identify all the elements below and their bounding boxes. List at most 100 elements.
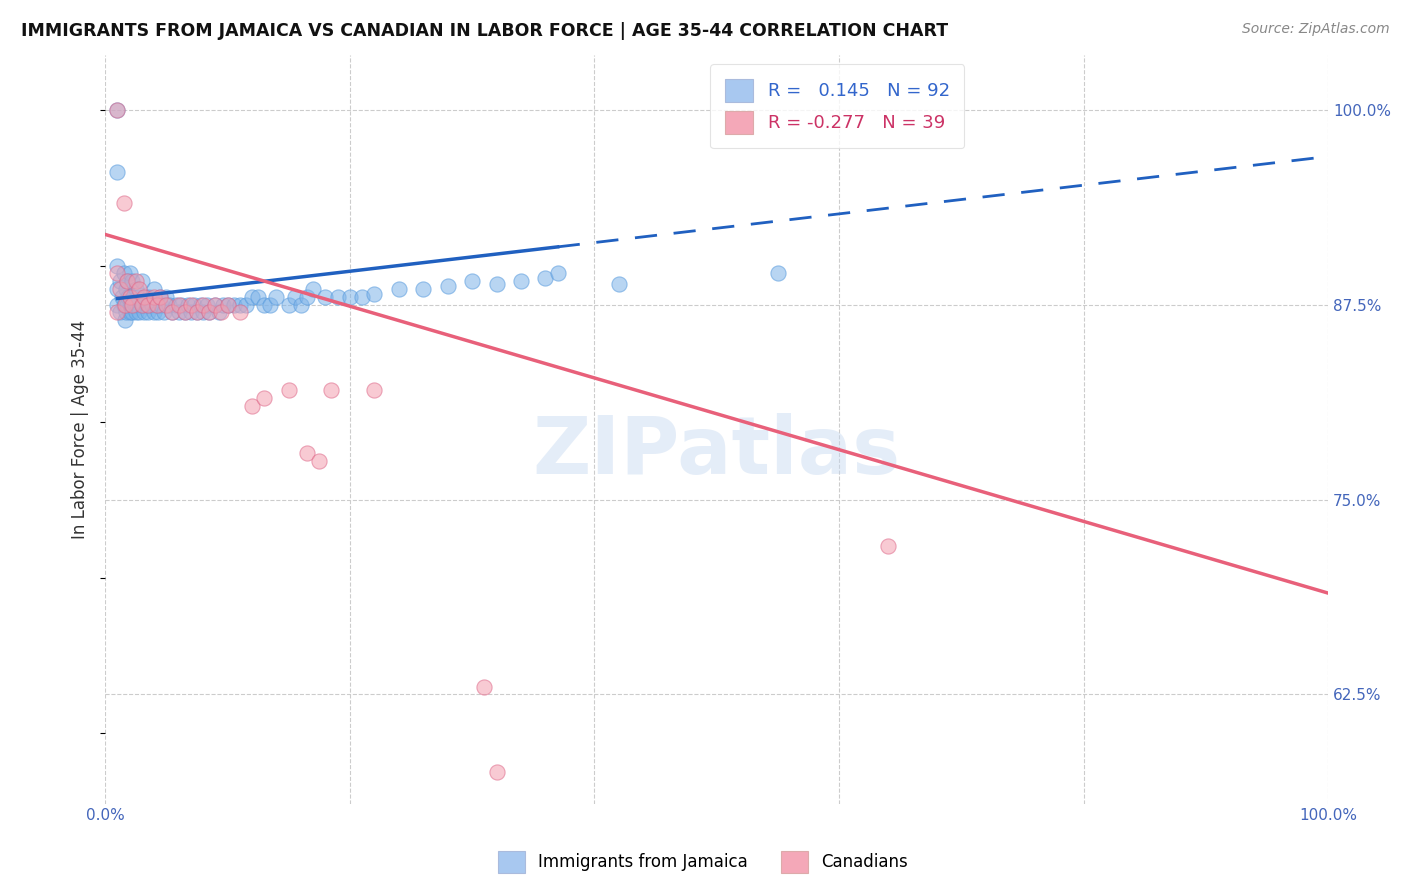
Point <box>461 274 484 288</box>
Point <box>388 282 411 296</box>
Point <box>115 274 138 288</box>
Point <box>134 290 156 304</box>
Point <box>128 282 150 296</box>
Point <box>485 277 508 292</box>
Point <box>125 298 148 312</box>
Point <box>295 446 318 460</box>
Point <box>146 305 169 319</box>
Point <box>247 290 270 304</box>
Point <box>107 305 129 319</box>
Point <box>108 274 131 288</box>
Point <box>217 298 239 312</box>
Point <box>125 282 148 296</box>
Point <box>308 453 330 467</box>
Point <box>115 298 138 312</box>
Point <box>302 282 325 296</box>
Point <box>118 290 141 304</box>
Point <box>135 298 157 312</box>
Point <box>186 305 208 319</box>
Point <box>162 305 184 319</box>
Point <box>162 305 184 319</box>
Point <box>198 305 221 319</box>
Point <box>547 267 569 281</box>
Point <box>124 298 146 312</box>
Point <box>173 305 195 319</box>
Point <box>107 103 129 117</box>
Point <box>412 282 434 296</box>
Point <box>284 290 307 304</box>
Point <box>149 290 172 304</box>
Point <box>277 384 299 398</box>
Point <box>120 298 142 312</box>
Point <box>157 298 180 312</box>
Point <box>135 290 157 304</box>
Point <box>363 384 385 398</box>
Point <box>326 290 349 304</box>
Point <box>240 399 263 413</box>
Text: IMMIGRANTS FROM JAMAICA VS CANADIAN IN LABOR FORCE | AGE 35-44 CORRELATION CHART: IMMIGRANTS FROM JAMAICA VS CANADIAN IN L… <box>21 22 948 40</box>
Point <box>217 298 239 312</box>
Point <box>128 305 150 319</box>
Point <box>186 305 208 319</box>
Point <box>107 298 129 312</box>
Point <box>229 305 252 319</box>
Point <box>112 196 135 211</box>
Point <box>363 286 385 301</box>
Point <box>115 282 138 296</box>
Point <box>131 298 153 312</box>
Point <box>112 298 135 312</box>
Point <box>114 313 136 327</box>
Point <box>339 290 361 304</box>
Point <box>191 298 214 312</box>
Point <box>290 298 312 312</box>
Point <box>155 290 177 304</box>
Point <box>876 539 898 553</box>
Point <box>131 274 153 288</box>
Point <box>107 282 129 296</box>
Point <box>118 305 141 319</box>
Point <box>170 298 193 312</box>
Point <box>211 298 233 312</box>
Point <box>107 259 129 273</box>
Point <box>121 305 143 319</box>
Point <box>125 274 148 288</box>
Point <box>321 384 343 398</box>
Point <box>149 290 172 304</box>
Point <box>115 305 138 319</box>
Point <box>510 274 533 288</box>
Point <box>121 298 143 312</box>
Point <box>222 298 245 312</box>
Point <box>108 282 131 296</box>
Point <box>259 298 281 312</box>
Legend: Immigrants from Jamaica, Canadians: Immigrants from Jamaica, Canadians <box>492 845 914 880</box>
Point <box>534 271 557 285</box>
Point <box>141 298 163 312</box>
Point <box>136 298 159 312</box>
Point <box>132 298 155 312</box>
Point <box>134 305 156 319</box>
Point <box>107 165 129 179</box>
Point <box>208 305 231 319</box>
Point <box>131 298 153 312</box>
Point <box>277 298 299 312</box>
Point <box>180 305 202 319</box>
Point <box>204 298 226 312</box>
Point <box>350 290 373 304</box>
Point <box>118 267 141 281</box>
Point <box>121 274 143 288</box>
Point <box>183 298 205 312</box>
Point <box>209 305 232 319</box>
Point <box>253 391 276 405</box>
Point <box>112 267 135 281</box>
Point <box>167 298 190 312</box>
Point <box>118 290 141 304</box>
Point <box>108 305 131 319</box>
Point <box>229 298 252 312</box>
Point <box>173 305 195 319</box>
Point <box>107 103 129 117</box>
Point <box>115 274 138 288</box>
Point <box>180 298 202 312</box>
Text: Source: ZipAtlas.com: Source: ZipAtlas.com <box>1241 22 1389 37</box>
Point <box>125 305 148 319</box>
Point <box>138 290 160 304</box>
